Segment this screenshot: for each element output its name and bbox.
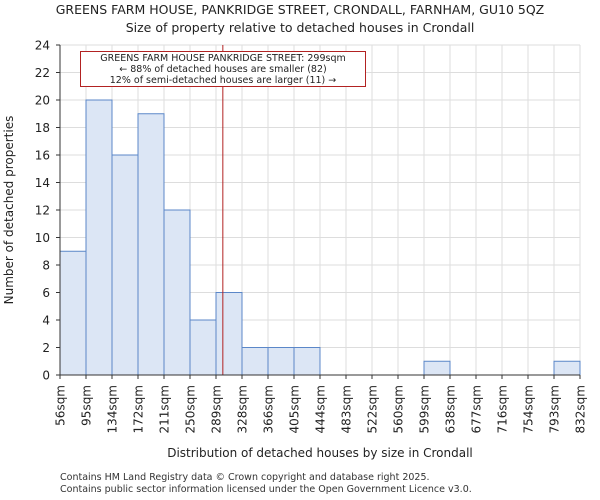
bar-793sqm	[553, 360, 581, 376]
x-tick-label: 832sqm	[574, 385, 588, 433]
bar-366sqm	[267, 347, 295, 376]
y-tick-label: 18	[35, 121, 50, 135]
annotation-line-3: 12% of semi-detached houses are larger (…	[109, 75, 337, 86]
x-tick-label: 56sqm	[54, 385, 68, 426]
y-tick-label: 12	[35, 204, 50, 218]
x-tick-label: 405sqm	[288, 385, 302, 433]
x-tick-label: 754sqm	[522, 385, 536, 433]
y-tick-label: 8	[42, 259, 50, 273]
x-tick-label: 522sqm	[366, 385, 380, 433]
x-tick-label: 289sqm	[210, 385, 224, 433]
x-tick-label: 366sqm	[262, 385, 276, 433]
annotation-line-1: GREENS FARM HOUSE PANKRIDGE STREET: 299s…	[100, 53, 346, 64]
y-tick-label: 10	[35, 231, 50, 245]
x-tick-label: 134sqm	[106, 385, 120, 433]
bar-405sqm	[293, 347, 321, 376]
y-tick-label: 14	[35, 176, 50, 190]
x-tick-label: 560sqm	[392, 385, 406, 433]
x-tick-labels: 56sqm 95sqm 134sqm 172sqm 211sqm 250sqm 289sqm…	[54, 375, 588, 433]
y-tick-label: 22	[35, 66, 50, 80]
x-tick-label: 793sqm	[548, 385, 562, 433]
y-axis-label: Number of detached properties	[2, 116, 16, 305]
y-tick-label: 6	[42, 286, 50, 300]
y-tick-label: 20	[35, 94, 50, 108]
chart-title: GREENS FARM HOUSE, PANKRIDGE STREET, CRO…	[55, 2, 545, 17]
x-tick-label: 677sqm	[470, 385, 484, 433]
y-tick-label: 16	[35, 149, 50, 163]
bar-211sqm	[163, 209, 191, 376]
y-tick-label: 2	[42, 341, 50, 355]
bars	[59, 99, 581, 376]
x-tick-label: 250sqm	[184, 385, 198, 433]
x-axis-label: Distribution of detached houses by size …	[167, 446, 473, 460]
bar-599sqm	[423, 360, 451, 376]
bar-328sqm	[241, 347, 269, 376]
bar-289sqm	[215, 292, 243, 376]
x-tick-label: 638sqm	[444, 385, 458, 433]
x-tick-label: 599sqm	[418, 385, 432, 433]
footer-line-1: Contains HM Land Registry data © Crown c…	[60, 472, 430, 483]
bar-134sqm	[111, 154, 139, 376]
y-tick-label: 24	[35, 39, 50, 53]
x-tick-label: 716sqm	[496, 385, 510, 433]
chart-subtitle: Size of property relative to detached ho…	[125, 20, 475, 35]
bar-250sqm	[189, 319, 217, 376]
footer-line-2: Contains public sector information licen…	[60, 484, 472, 495]
bar-56sqm	[59, 250, 87, 376]
y-tick-label: 4	[42, 314, 50, 328]
x-tick-label: 211sqm	[158, 385, 172, 433]
x-tick-label: 328sqm	[236, 385, 250, 433]
x-tick-label: 444sqm	[314, 385, 328, 433]
y-tick-label: 0	[42, 369, 50, 383]
bar-95sqm	[85, 99, 113, 376]
x-tick-label: 483sqm	[340, 385, 354, 433]
annotation-box: GREENS FARM HOUSE PANKRIDGE STREET: 299s…	[80, 51, 366, 87]
x-tick-label: 172sqm	[132, 385, 146, 433]
bar-172sqm	[137, 113, 165, 376]
x-tick-label: 95sqm	[80, 385, 94, 426]
annotation-line-2: ← 88% of detached houses are smaller (82…	[119, 64, 327, 75]
